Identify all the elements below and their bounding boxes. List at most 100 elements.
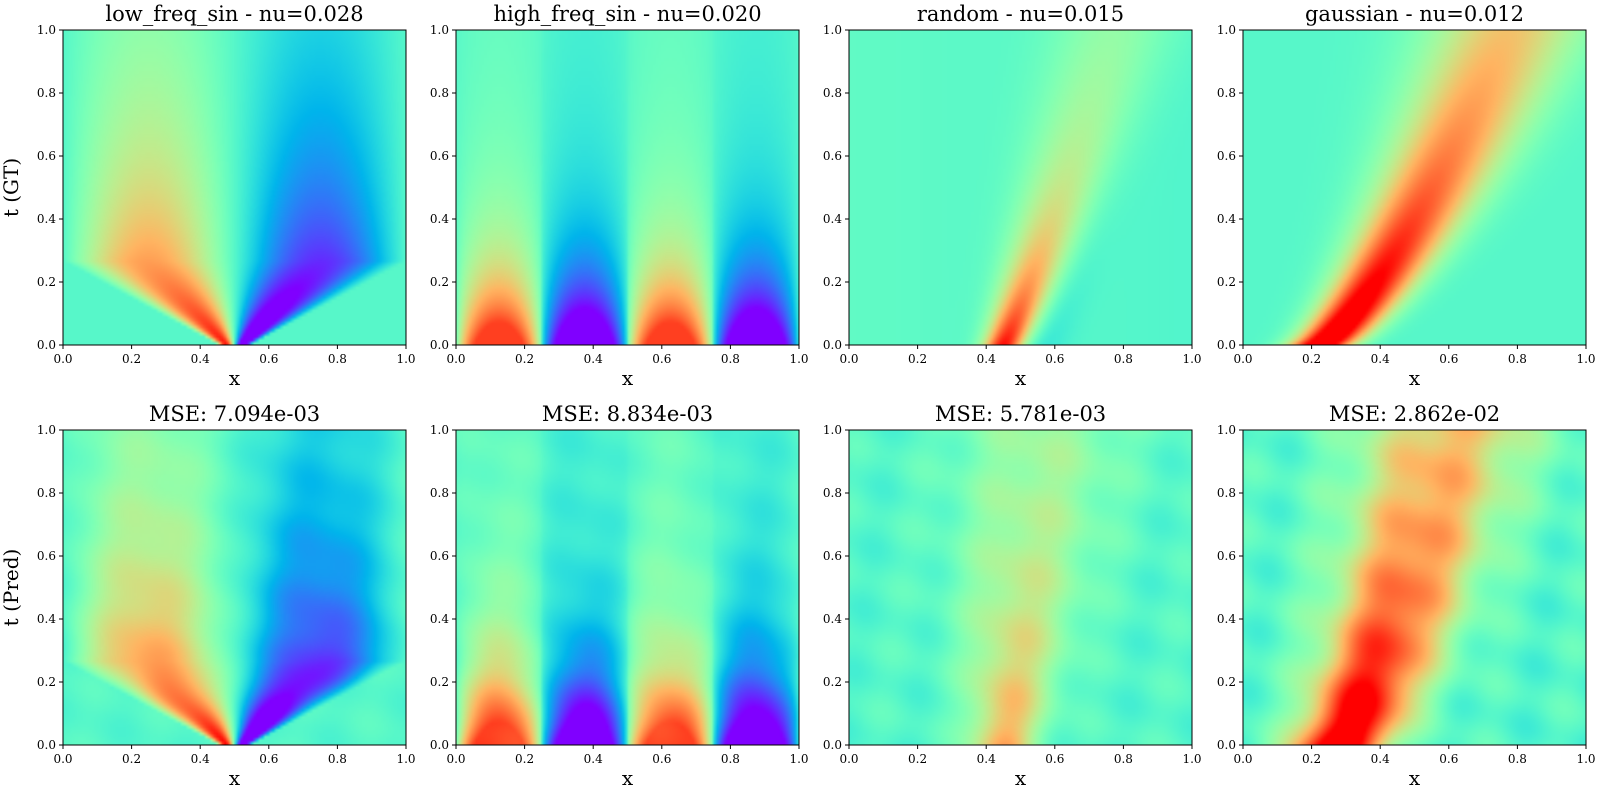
heatmap-image xyxy=(849,430,1192,745)
y-tick-label: 0.2 xyxy=(37,675,56,689)
y-tick-label: 0.8 xyxy=(430,86,449,100)
y-axis-label: t (GT) xyxy=(0,158,23,217)
x-tick-label: 0.2 xyxy=(515,352,534,366)
x-tick-label: 0.4 xyxy=(977,752,996,766)
x-tick-label: 0.0 xyxy=(446,752,465,766)
x-axis-label: x xyxy=(622,766,634,790)
y-axis-label: t (Pred) xyxy=(0,549,23,627)
y-tick-label: 0.4 xyxy=(37,612,56,626)
x-tick-label: 0.0 xyxy=(1233,752,1252,766)
y-tick-label: 0.4 xyxy=(1217,212,1236,226)
y-tick-label: 1.0 xyxy=(37,423,56,437)
axes-frame xyxy=(455,429,800,746)
x-tick-label: 0.2 xyxy=(122,352,141,366)
x-tick-label: 0.8 xyxy=(328,352,347,366)
subplot-1-1: MSE: 8.834e-03 0.0 0.2 0.4 0.6 0.8 1.0 0.0 0.2 0.… xyxy=(430,402,809,790)
x-tick-label: 0.0 xyxy=(53,752,72,766)
x-tick-label: 0.6 xyxy=(259,752,278,766)
y-tick-label: 0.6 xyxy=(1217,149,1236,163)
y-tick-label: 0.6 xyxy=(823,149,842,163)
subplot-1-0: MSE: 7.094e-03 0.0 0.2 0.4 0.6 0.8 1.0 0.0 0.2 0.… xyxy=(0,402,416,790)
y-tick-label: 0.8 xyxy=(430,486,449,500)
y-tick-label: 0.2 xyxy=(823,675,842,689)
x-tick-label: 0.4 xyxy=(977,352,996,366)
subplot-title: MSE: 2.862e-02 xyxy=(1329,402,1500,426)
x-tick-label: 1.0 xyxy=(1182,752,1201,766)
y-tick-label: 0.0 xyxy=(430,338,449,352)
heatmap-image xyxy=(63,430,406,745)
x-tick-label: 0.4 xyxy=(191,352,210,366)
subplot-title: high_freq_sin - nu=0.020 xyxy=(493,2,761,26)
subplot-0-2: random - nu=0.015 0.0 0.2 0.4 0.6 0.8 1.0 0.0 0.… xyxy=(823,2,1202,390)
heatmap-image xyxy=(849,30,1192,345)
subplot-1-3: MSE: 2.862e-02 0.0 0.2 0.4 0.6 0.8 1.0 0.0 0.2 0.… xyxy=(1217,402,1596,790)
x-tick-label: 0.6 xyxy=(1045,752,1064,766)
x-axis-label: x xyxy=(1015,766,1027,790)
x-tick-label: 0.6 xyxy=(1045,352,1064,366)
y-tick-label: 0.2 xyxy=(1217,675,1236,689)
subplot-title: MSE: 8.834e-03 xyxy=(542,402,713,426)
axes-frame xyxy=(848,429,1193,746)
x-axis-label: x xyxy=(229,366,241,390)
y-tick-label: 0.0 xyxy=(823,738,842,752)
heatmap-image xyxy=(1243,30,1586,345)
y-tick-label: 0.6 xyxy=(1217,549,1236,563)
axes-frame xyxy=(1242,429,1587,746)
x-tick-label: 0.2 xyxy=(1302,352,1321,366)
y-tick-label: 1.0 xyxy=(1217,23,1236,37)
x-tick-label: 0.2 xyxy=(908,752,927,766)
x-tick-label: 1.0 xyxy=(396,752,415,766)
x-tick-label: 1.0 xyxy=(1182,352,1201,366)
x-axis-label: x xyxy=(1409,366,1421,390)
x-tick-label: 1.0 xyxy=(1576,352,1595,366)
y-tick-label: 0.8 xyxy=(37,86,56,100)
subplot-0-3: gaussian - nu=0.012 0.0 0.2 0.4 0.6 0.8 1.0 0.0… xyxy=(1217,2,1596,390)
axes-frame xyxy=(848,29,1193,346)
y-tick-label: 0.0 xyxy=(1217,338,1236,352)
y-tick-label: 1.0 xyxy=(1217,423,1236,437)
y-tick-label: 0.8 xyxy=(823,486,842,500)
x-tick-label: 0.2 xyxy=(515,752,534,766)
x-tick-label: 0.2 xyxy=(908,352,927,366)
y-tick-label: 0.4 xyxy=(37,212,56,226)
x-tick-label: 0.8 xyxy=(1508,752,1527,766)
x-tick-label: 1.0 xyxy=(789,752,808,766)
x-tick-label: 0.2 xyxy=(122,752,141,766)
y-tick-label: 0.6 xyxy=(430,549,449,563)
y-tick-label: 0.2 xyxy=(430,675,449,689)
x-axis-label: x xyxy=(1409,766,1421,790)
x-tick-label: 0.0 xyxy=(1233,352,1252,366)
heatmap-image xyxy=(456,30,799,345)
x-tick-label: 0.8 xyxy=(1114,752,1133,766)
x-tick-label: 0.8 xyxy=(328,752,347,766)
x-axis-label: x xyxy=(622,366,634,390)
y-tick-label: 0.2 xyxy=(430,275,449,289)
x-tick-label: 0.6 xyxy=(259,352,278,366)
subplot-title: low_freq_sin - nu=0.028 xyxy=(105,2,363,26)
y-tick-label: 0.2 xyxy=(823,275,842,289)
y-tick-label: 0.0 xyxy=(823,338,842,352)
subplot-1-2: MSE: 5.781e-03 0.0 0.2 0.4 0.6 0.8 1.0 0.0 0.2 0.… xyxy=(823,402,1202,790)
y-tick-label: 0.6 xyxy=(823,549,842,563)
y-tick-label: 0.8 xyxy=(37,486,56,500)
x-tick-label: 0.0 xyxy=(446,352,465,366)
y-tick-label: 0.8 xyxy=(823,86,842,100)
y-tick-label: 1.0 xyxy=(823,23,842,37)
x-tick-label: 0.8 xyxy=(1114,352,1133,366)
x-tick-label: 0.8 xyxy=(721,752,740,766)
x-tick-label: 0.6 xyxy=(652,752,671,766)
x-tick-label: 0.0 xyxy=(53,352,72,366)
x-tick-label: 0.0 xyxy=(839,352,858,366)
y-tick-label: 0.6 xyxy=(37,549,56,563)
x-axis-label: x xyxy=(1015,366,1027,390)
y-tick-label: 1.0 xyxy=(37,23,56,37)
heatmap-image xyxy=(1243,430,1586,745)
subplot-title: gaussian - nu=0.012 xyxy=(1305,2,1524,26)
y-tick-label: 1.0 xyxy=(430,423,449,437)
y-tick-label: 0.4 xyxy=(823,212,842,226)
subplot-title: MSE: 7.094e-03 xyxy=(149,402,320,426)
axes-frame xyxy=(62,429,407,746)
y-tick-label: 0.0 xyxy=(37,738,56,752)
axes-frame xyxy=(455,29,800,346)
